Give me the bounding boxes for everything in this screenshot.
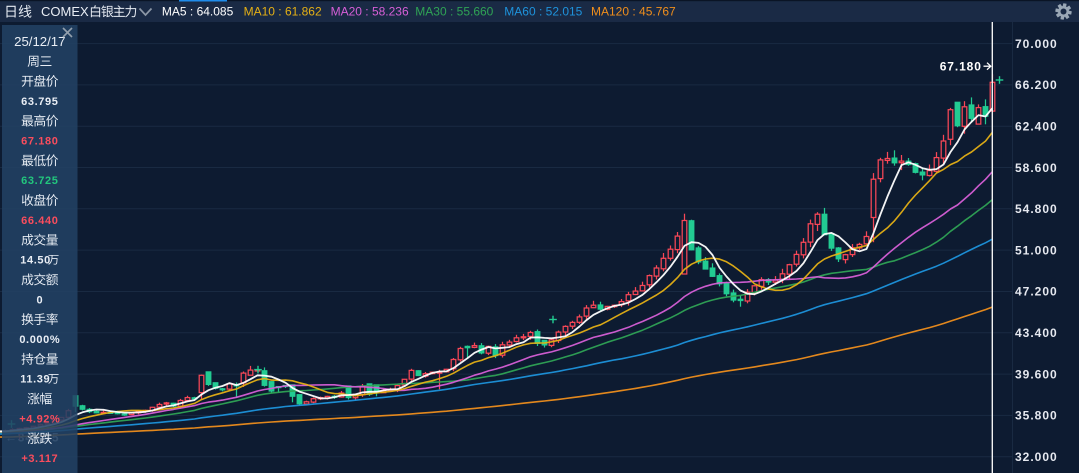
svg-text:+4.92%: +4.92% <box>19 413 60 425</box>
svg-text:35.800: 35.800 <box>1015 409 1058 423</box>
svg-text:66.440: 66.440 <box>21 215 58 227</box>
svg-text:63.725: 63.725 <box>21 175 58 187</box>
svg-text:MA5 : 64.085: MA5 : 64.085 <box>162 5 234 19</box>
svg-text:67.180: 67.180 <box>21 136 58 148</box>
svg-text:0: 0 <box>36 294 43 306</box>
svg-text:32.000: 32.000 <box>1015 450 1058 464</box>
svg-text:67.180: 67.180 <box>940 59 982 73</box>
svg-text:11.39: 11.39 <box>20 374 50 386</box>
svg-text:14.50: 14.50 <box>20 255 51 267</box>
svg-text:MA20 : 58.236: MA20 : 58.236 <box>331 5 409 19</box>
svg-text:43.400: 43.400 <box>1015 326 1058 340</box>
svg-text:+3.117: +3.117 <box>21 453 58 465</box>
svg-text:54.800: 54.800 <box>1015 202 1058 216</box>
svg-text:47.200: 47.200 <box>1015 285 1058 299</box>
svg-text:39.600: 39.600 <box>1015 367 1058 381</box>
svg-text:70.000: 70.000 <box>1015 37 1058 51</box>
svg-text:0.000%: 0.000% <box>19 334 60 346</box>
svg-text:62.400: 62.400 <box>1015 119 1058 133</box>
svg-text:MA120 : 45.767: MA120 : 45.767 <box>591 5 676 19</box>
svg-text:MA30 : 55.660: MA30 : 55.660 <box>415 5 493 19</box>
svg-text:25/12/17: 25/12/17 <box>14 34 65 49</box>
svg-text:COMEX: COMEX <box>41 4 89 19</box>
svg-text:MA60 : 52.015: MA60 : 52.015 <box>504 5 582 19</box>
svg-text:51.000: 51.000 <box>1015 243 1058 257</box>
svg-text:63.795: 63.795 <box>21 96 58 108</box>
svg-text:MA10 : 61.862: MA10 : 61.862 <box>244 5 322 19</box>
svg-text:66.200: 66.200 <box>1015 78 1058 92</box>
svg-text:58.600: 58.600 <box>1015 161 1058 175</box>
